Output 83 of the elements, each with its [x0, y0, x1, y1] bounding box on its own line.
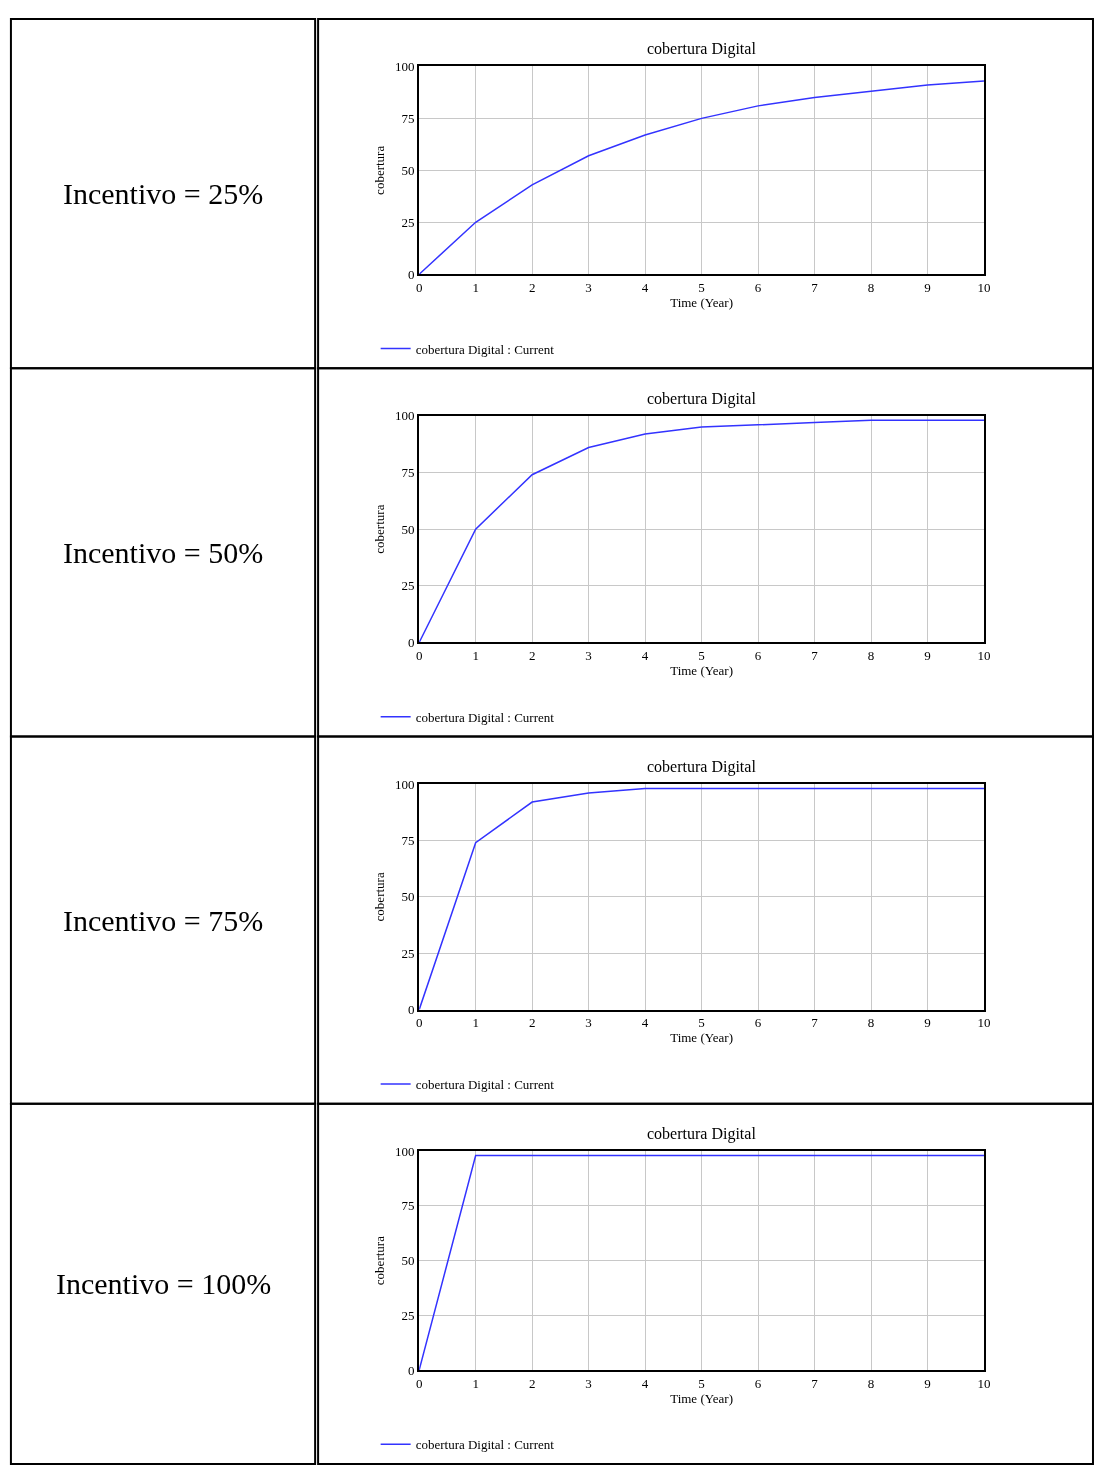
y-axis-title: cobertura	[371, 872, 387, 922]
text: Incentivo = 25%	[63, 177, 264, 210]
x-tick-label: 1	[472, 279, 479, 295]
x-tick-label: 3	[585, 1015, 592, 1031]
legend-label: cobertura Digital : Current	[415, 1077, 555, 1093]
x-axis-title: Time (Year)	[670, 294, 733, 310]
legend-label: cobertura Digital : Current	[415, 709, 555, 725]
chart-title: cobertura Digital	[647, 390, 757, 408]
x-tick-label: 3	[585, 1375, 592, 1391]
x-tick-label: 3	[585, 648, 592, 664]
text: Incentivo = 100%	[56, 1267, 272, 1300]
y-tick-label: 0	[408, 266, 415, 282]
y-tick-label: 0	[408, 635, 415, 651]
x-tick-label: 7	[811, 1375, 819, 1391]
y-tick-label: 75	[401, 465, 415, 481]
x-tick-label: 10	[977, 279, 991, 295]
x-tick-label: 4	[641, 1015, 649, 1031]
y-tick-label: 25	[401, 214, 415, 230]
y-tick-label: 75	[401, 110, 415, 126]
x-tick-label: 2	[528, 1015, 536, 1031]
x-tick-label: 4	[641, 1375, 649, 1391]
x-tick-label: 4	[641, 648, 649, 664]
x-tick-label: 1	[472, 648, 479, 664]
x-tick-label: 8	[867, 279, 875, 295]
x-tick-label: 7	[811, 279, 819, 295]
y-tick-label: 50	[401, 1253, 415, 1269]
legend-label: cobertura Digital : Current	[415, 1437, 555, 1453]
x-tick-label: 7	[811, 648, 819, 664]
y-tick-label: 50	[401, 521, 415, 537]
x-tick-label: 8	[867, 648, 875, 664]
chart-title: cobertura Digital	[647, 1125, 757, 1143]
y-axis-title: cobertura	[371, 145, 387, 195]
line-series	[419, 80, 984, 275]
y-tick-label: 0	[408, 1002, 415, 1018]
chart-title: cobertura Digital	[647, 40, 757, 58]
y-tick-label: 25	[401, 1307, 415, 1323]
x-tick-label: 6	[754, 279, 762, 295]
line-series	[419, 419, 984, 643]
x-axis-title: Time (Year)	[670, 1030, 733, 1046]
x-tick-label: 2	[528, 1375, 536, 1391]
x-tick-label: 10	[977, 1015, 991, 1031]
x-tick-label: 7	[811, 1015, 819, 1031]
x-tick-label: 9	[924, 1375, 931, 1391]
x-tick-label: 2	[528, 279, 536, 295]
x-tick-label: 6	[754, 1375, 762, 1391]
y-tick-label: 50	[401, 162, 415, 178]
x-axis-title: Time (Year)	[670, 663, 733, 679]
y-tick-label: 25	[401, 945, 415, 961]
x-tick-label: 9	[924, 279, 931, 295]
y-tick-label: 100	[395, 776, 415, 792]
legend-label: cobertura Digital : Current	[415, 341, 555, 357]
x-tick-label: 4	[641, 279, 649, 295]
y-tick-label: 25	[401, 578, 415, 594]
line-series	[419, 787, 984, 1010]
x-tick-label: 6	[754, 648, 762, 664]
y-axis-title: cobertura	[371, 504, 387, 554]
y-tick-label: 50	[401, 889, 415, 905]
x-tick-label: 1	[472, 1375, 479, 1391]
x-tick-label: 6	[754, 1015, 762, 1031]
y-tick-label: 100	[395, 58, 415, 74]
y-tick-label: 100	[395, 1143, 415, 1159]
x-tick-label: 5	[698, 279, 705, 295]
x-tick-label: 9	[924, 648, 931, 664]
x-tick-label: 10	[977, 648, 991, 664]
x-tick-label: 10	[977, 1375, 991, 1391]
x-tick-label: 3	[585, 279, 592, 295]
x-tick-label: 8	[867, 1015, 875, 1031]
x-tick-label: 5	[698, 648, 705, 664]
y-tick-label: 75	[401, 1198, 415, 1214]
y-tick-label: 75	[401, 832, 415, 848]
x-axis-title: Time (Year)	[670, 1390, 733, 1406]
text: Incentivo = 50%	[63, 536, 264, 569]
y-axis-title: cobertura	[371, 1235, 387, 1286]
x-tick-label: 9	[924, 1015, 931, 1031]
chart-title: cobertura Digital	[647, 758, 757, 776]
x-tick-label: 5	[698, 1015, 705, 1031]
y-tick-label: 100	[395, 408, 415, 424]
text: Incentivo = 75%	[63, 904, 264, 937]
y-tick-label: 0	[408, 1362, 415, 1378]
x-tick-label: 1	[472, 1015, 479, 1031]
x-tick-label: 2	[528, 648, 536, 664]
x-tick-label: 8	[867, 1375, 875, 1391]
x-tick-label: 5	[698, 1375, 705, 1391]
